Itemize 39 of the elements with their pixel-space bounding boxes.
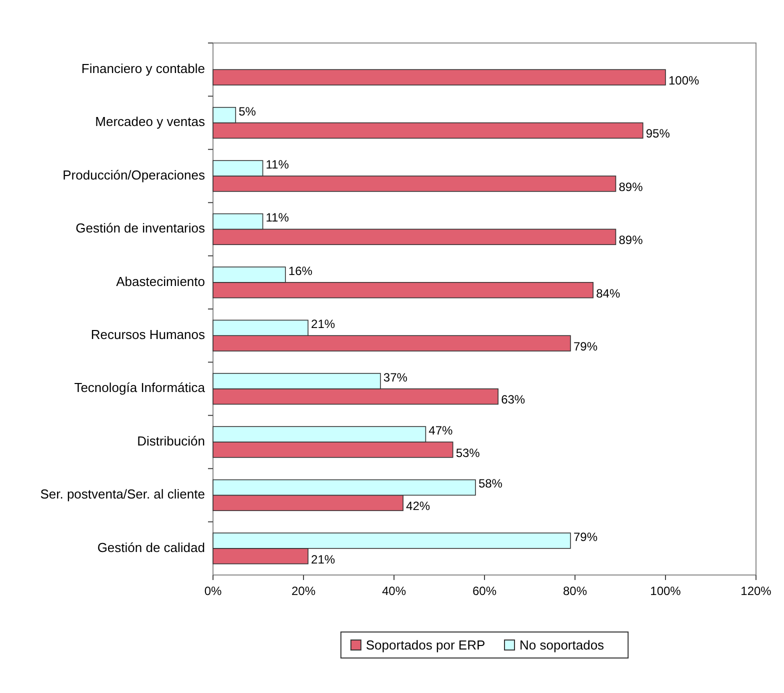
- data-label: 100%: [668, 73, 700, 88]
- x-tick-label: 60%: [472, 584, 497, 598]
- data-label: 21%: [311, 552, 336, 566]
- y-tick-label: Tecnología Informática: [74, 380, 206, 396]
- y-tick-label: Gestión de calidad: [97, 540, 205, 555]
- data-label: 21%: [311, 317, 336, 332]
- data-label: 58%: [478, 476, 503, 491]
- x-tick-label: 0%: [204, 584, 222, 598]
- data-label: 89%: [618, 233, 644, 248]
- data-label: 53%: [456, 446, 480, 460]
- y-tick-label: Mercadeo y ventas: [95, 114, 206, 130]
- x-tick-label: 20%: [291, 584, 316, 598]
- data-label: 42%: [406, 499, 430, 514]
- data-label: 95%: [646, 126, 670, 141]
- data-label: 84%: [596, 286, 620, 300]
- data-label: 5%: [238, 104, 256, 118]
- data-label: 79%: [573, 530, 598, 544]
- y-tick-label: Abastecimiento: [116, 274, 205, 289]
- x-tick-label: 100%: [650, 584, 682, 598]
- y-tick-label: Gestión de inventarios: [76, 220, 206, 236]
- y-tick-label: Producción/Operaciones: [62, 167, 206, 182]
- legend-label: No soportados: [520, 637, 605, 652]
- data-label: 11%: [266, 210, 290, 225]
- data-label: 89%: [618, 180, 644, 194]
- y-tick-label: Distribución: [137, 433, 205, 448]
- y-tick-label: Ser. postventa/Ser. al cliente: [40, 486, 205, 502]
- x-tick-label: 120%: [740, 584, 772, 598]
- data-label: 37%: [383, 370, 408, 384]
- x-tick-label: 80%: [562, 584, 588, 598]
- data-label: 16%: [288, 264, 313, 278]
- data-label: 63%: [501, 392, 526, 407]
- y-tick-label: Financiero y contable: [81, 61, 205, 76]
- data-label: 79%: [573, 339, 598, 354]
- y-tick-label: Recursos Humanos: [90, 327, 206, 342]
- legend-label: Soportados por ERP: [366, 637, 486, 652]
- data-label: 47%: [428, 423, 454, 438]
- x-tick-label: 40%: [382, 584, 406, 598]
- bar: [212, 69, 666, 86]
- data-label: 11%: [266, 157, 290, 172]
